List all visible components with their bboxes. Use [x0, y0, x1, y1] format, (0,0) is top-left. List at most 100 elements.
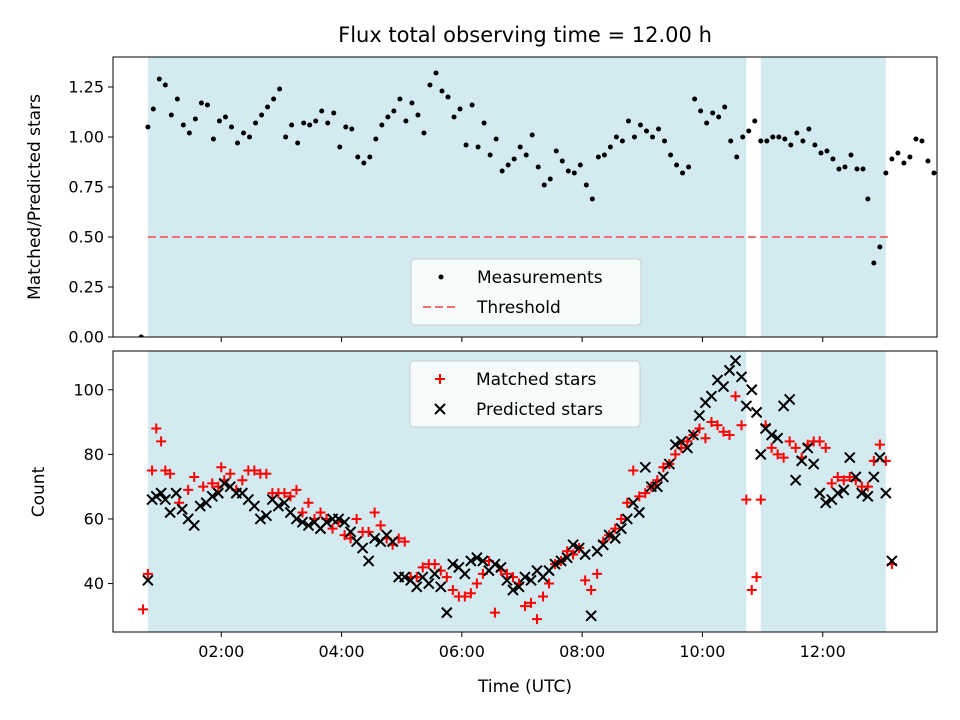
data-point — [253, 120, 259, 126]
data-point — [168, 112, 174, 118]
data-point — [349, 126, 355, 132]
data-point — [447, 558, 459, 570]
data-point — [198, 481, 209, 492]
data-point — [830, 156, 836, 162]
data-point — [662, 138, 668, 144]
data-point — [877, 244, 883, 250]
data-point — [755, 448, 767, 461]
data-point — [735, 371, 748, 383]
data-point — [838, 475, 849, 486]
data-point — [634, 491, 645, 502]
data-point — [613, 134, 619, 140]
data-point — [553, 148, 559, 154]
data-point — [320, 516, 333, 528]
data-point — [836, 166, 842, 172]
data-point — [529, 132, 535, 138]
data-point — [874, 451, 886, 464]
data-point — [784, 436, 795, 447]
legend-box — [410, 258, 642, 326]
data-point — [704, 120, 710, 126]
data-point — [156, 436, 167, 447]
y-tick-label: 0.00 — [68, 328, 104, 347]
x-tick-label: 06:00 — [439, 642, 485, 661]
data-point — [489, 558, 501, 570]
data-point — [212, 487, 224, 499]
data-point — [820, 442, 831, 453]
data-point — [369, 507, 380, 518]
data-point — [331, 110, 337, 116]
data-point — [790, 442, 801, 453]
data-point — [547, 176, 553, 182]
data-point — [717, 380, 730, 393]
data-point — [750, 406, 763, 419]
data-point — [198, 100, 204, 106]
data-point — [289, 122, 295, 128]
data-point — [706, 417, 717, 428]
data-point — [694, 423, 705, 434]
data-point — [814, 436, 825, 447]
data-point — [710, 110, 716, 116]
data-point — [277, 86, 283, 92]
data-point — [663, 458, 676, 470]
data-point — [844, 451, 856, 464]
shaded-interval-1 — [760, 351, 886, 632]
data-point — [730, 391, 741, 402]
data-point — [580, 575, 591, 586]
data-point — [145, 124, 151, 130]
data-point — [561, 552, 573, 564]
data-point — [526, 597, 537, 608]
legend: Matched stars Predicted stars — [409, 360, 641, 428]
data-point — [669, 438, 682, 451]
data-point — [746, 384, 758, 396]
data-point — [812, 142, 818, 148]
legend-marker — [435, 374, 445, 384]
data-point — [517, 144, 523, 150]
data-point — [782, 136, 788, 142]
plot-frame — [112, 56, 938, 338]
data-point — [188, 519, 200, 532]
data-point — [746, 585, 757, 596]
data-point — [724, 429, 735, 440]
data-point — [712, 420, 723, 431]
data-point — [640, 488, 651, 499]
data-point — [445, 94, 451, 100]
data-point — [493, 136, 499, 142]
x-tick-label: 02:00 — [198, 642, 244, 661]
data-point — [758, 138, 764, 144]
data-point — [718, 426, 729, 437]
data-point — [565, 168, 571, 174]
data-point — [729, 354, 742, 367]
data-point — [651, 480, 664, 493]
data-point — [868, 471, 880, 483]
data-point — [222, 114, 228, 120]
data-point — [686, 164, 692, 170]
data-point — [415, 112, 421, 118]
data-point — [722, 104, 728, 110]
data-point — [411, 581, 423, 593]
data-point — [535, 164, 541, 170]
data-point — [656, 126, 662, 132]
data-point — [379, 122, 385, 128]
data-point — [789, 474, 802, 486]
data-point — [751, 572, 762, 583]
data-point — [538, 591, 549, 602]
data-point — [399, 536, 410, 547]
data-point — [755, 494, 766, 505]
legend-label: Measurements — [477, 268, 603, 288]
data-point — [170, 487, 182, 499]
data-point — [489, 607, 500, 618]
data-point — [399, 571, 411, 583]
data-point — [734, 154, 740, 160]
data-point — [824, 148, 830, 154]
x-tick-label: 10:00 — [679, 642, 725, 661]
data-point — [826, 478, 837, 489]
data-point — [363, 526, 374, 537]
data-point — [260, 510, 273, 522]
data-point — [247, 134, 253, 140]
data-point — [615, 522, 627, 535]
data-point — [409, 100, 415, 106]
data-point — [439, 88, 445, 94]
data-point — [463, 142, 469, 148]
y-tick-label: 60 — [84, 509, 104, 528]
